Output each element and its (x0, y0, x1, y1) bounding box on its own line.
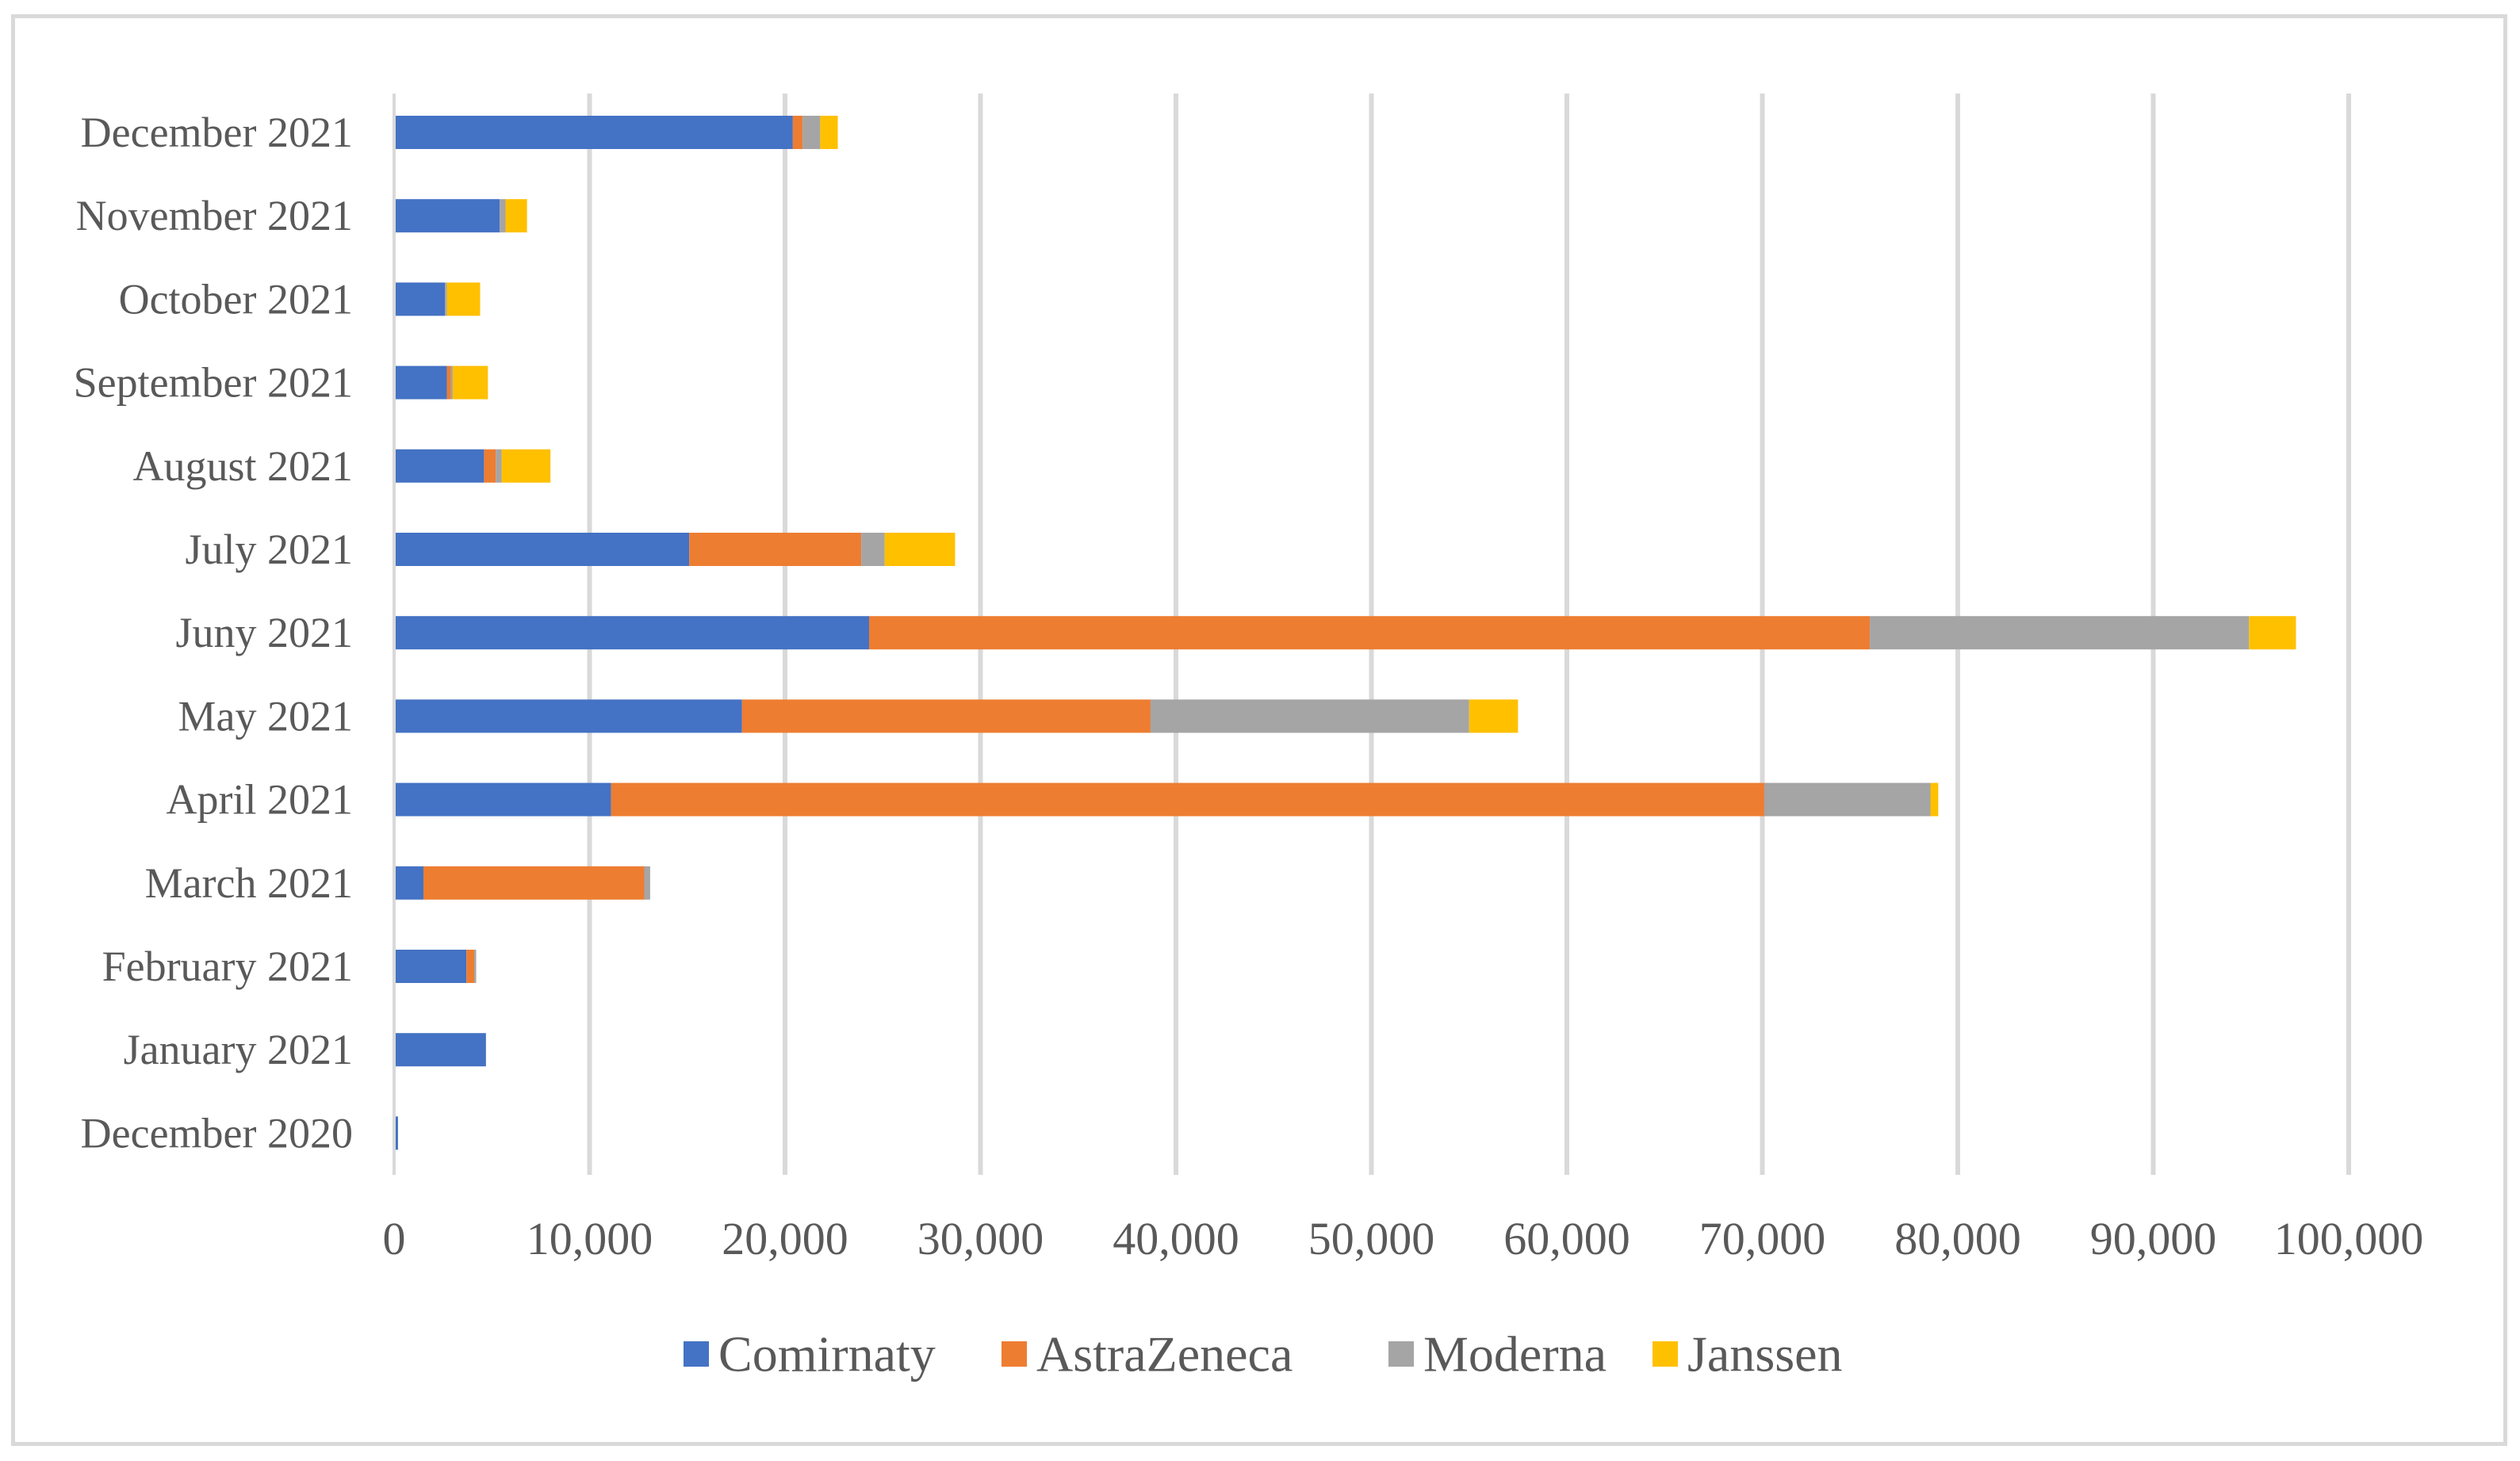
bar-segment-comirnaty (394, 699, 742, 733)
x-tick-labels: 0 10,000 20,000 30,000 40,000 50,000 60,000 70,… (383, 1213, 2424, 1264)
bar-segment-comirnaty (394, 1116, 398, 1150)
bar-segment-astrazeneca (741, 699, 1151, 733)
bar-segment-astrazeneca (446, 365, 451, 400)
category-label: August 2021 (132, 442, 353, 490)
bar-segment-comirnaty (394, 533, 690, 566)
bar-segment-moderna (496, 449, 502, 483)
bar-segment-moderna (1870, 616, 2250, 650)
bar-segment-astrazeneca (466, 950, 475, 983)
category-label: July 2021 (185, 526, 353, 573)
legend-swatch (1388, 1341, 1414, 1367)
category-label: October 2021 (119, 275, 353, 323)
bar-segment-moderna (1150, 699, 1469, 733)
x-tick-label: 90,000 (2090, 1213, 2217, 1264)
x-tick-label: 20,000 (722, 1213, 848, 1264)
bar-segment-comirnaty (394, 1033, 486, 1067)
bar-segment-moderna (500, 199, 506, 233)
bar-segment-janssen (820, 116, 838, 149)
legend-swatch (1653, 1341, 1678, 1367)
bar-segment-comirnaty (394, 950, 467, 983)
bar-segment-moderna (861, 533, 885, 566)
legend-item-astrazeneca: AstraZeneca (1001, 1326, 1293, 1383)
legend-item-comirnaty: Comirnaty (684, 1326, 936, 1383)
category-label: April 2021 (167, 776, 354, 824)
bar-segment-astrazeneca (423, 866, 645, 900)
bar-segment-comirnaty (394, 866, 423, 900)
bar-segment-janssen (501, 449, 551, 483)
bar-segment-moderna (1764, 782, 1931, 817)
category-label: December 2020 (81, 1109, 353, 1157)
bar-segment-moderna (802, 116, 821, 149)
bar-segment-janssen (1469, 699, 1519, 733)
legend-label: Comirnaty (718, 1326, 936, 1383)
bar-segment-janssen (884, 533, 956, 566)
category-label: May 2021 (178, 692, 353, 740)
bar-segment-moderna (644, 866, 650, 900)
category-label: December 2021 (81, 109, 353, 156)
category-label: March 2021 (145, 859, 353, 907)
x-tick-label: 40,000 (1113, 1213, 1239, 1264)
bar-segment-comirnaty (394, 449, 484, 483)
bar-segment-janssen (446, 282, 481, 316)
bars (394, 116, 2296, 1150)
x-tick-label: 30,000 (917, 1213, 1044, 1264)
category-label: Juny 2021 (175, 609, 353, 656)
x-tick-label: 50,000 (1308, 1213, 1435, 1264)
bar-segment-comirnaty (394, 116, 793, 149)
bar-segment-moderna (474, 950, 477, 983)
category-label: September 2021 (74, 359, 353, 407)
x-tick-label: 70,000 (1699, 1213, 1826, 1264)
legend-swatch (1001, 1341, 1027, 1367)
x-tick-label: 100,000 (2274, 1213, 2424, 1264)
category-label: January 2021 (124, 1026, 353, 1073)
legend: Comirnaty AstraZeneca Moderna Janssen (684, 1326, 1843, 1383)
legend-item-janssen: Janssen (1653, 1326, 1843, 1383)
category-label: February 2021 (102, 943, 353, 990)
bar-segment-comirnaty (394, 782, 611, 817)
bar-segment-janssen (452, 365, 488, 400)
bar-segment-moderna (445, 282, 447, 316)
category-label: November 2021 (76, 192, 353, 239)
bar-segment-astrazeneca (868, 616, 1871, 650)
bar-segment-comirnaty (394, 365, 447, 400)
legend-label: Janssen (1687, 1326, 1843, 1383)
bar-segment-janssen (505, 199, 527, 233)
bar-segment-janssen (1930, 782, 1939, 817)
category-labels: December 2021 November 2021 October 2021 Se… (74, 109, 353, 1157)
x-tick-label: 80,000 (1894, 1213, 2021, 1264)
bar-segment-astrazeneca (689, 533, 862, 566)
bar-segment-astrazeneca (484, 449, 496, 483)
bar-segment-comirnaty (394, 282, 446, 316)
bar-segment-comirnaty (394, 616, 869, 650)
bar-segment-moderna (450, 365, 453, 400)
legend-swatch (684, 1341, 709, 1367)
bar-segment-janssen (2249, 616, 2296, 650)
x-tick-label: 0 (383, 1213, 406, 1264)
legend-item-moderna: Moderna (1388, 1326, 1607, 1383)
legend-label: Moderna (1423, 1326, 1607, 1383)
bar-segment-comirnaty (394, 199, 500, 233)
x-tick-label: 60,000 (1503, 1213, 1630, 1264)
legend-label: AstraZeneca (1036, 1326, 1293, 1383)
x-tick-label: 10,000 (527, 1213, 653, 1264)
bar-segment-astrazeneca (611, 782, 1764, 817)
bar-segment-astrazeneca (792, 116, 803, 149)
